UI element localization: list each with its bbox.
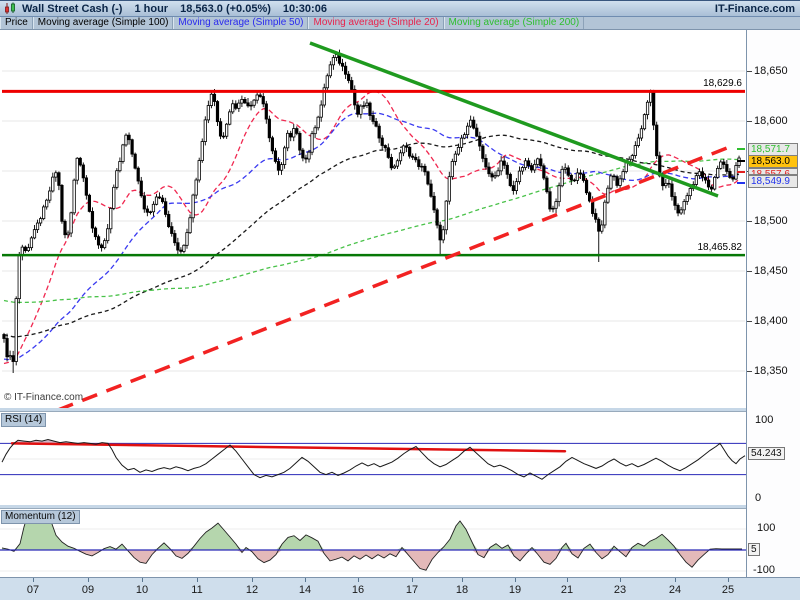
time-tick — [252, 578, 253, 582]
time-tick-label: 09 — [81, 584, 95, 596]
time-tick — [675, 578, 676, 582]
indicator-tab-bar: Price Moving average (Simple 100) Moving a… — [0, 17, 800, 30]
time-tick — [305, 578, 306, 582]
time-tick-label: 11 — [191, 584, 203, 596]
momentum-axis-top: 100 — [757, 522, 776, 534]
price-tick — [747, 371, 752, 372]
momentum-indicator-tab[interactable]: Momentum (12) — [1, 510, 80, 524]
momentum-chart[interactable] — [0, 509, 746, 577]
candlestick-icon — [5, 2, 15, 14]
resistance-price-label: 18,629.6 — [703, 78, 742, 89]
price-tick-label: 18,650 — [754, 65, 788, 77]
time-tick-label: 16 — [351, 584, 365, 596]
rsi-panel: RSI (14) — [0, 411, 746, 505]
time-tick — [462, 578, 463, 582]
time-tick-label: 07 — [26, 584, 40, 596]
time-tick — [142, 578, 143, 582]
time-tick — [620, 578, 621, 582]
brand-label: IT-Finance.com — [714, 2, 795, 15]
watermark: © IT-Finance.com — [4, 392, 84, 403]
time-tick-label: 12 — [245, 584, 259, 596]
tab-moving-average-simple-50[interactable]: Moving average (Simple 50) — [173, 17, 309, 29]
price-tick-label: 18,400 — [754, 315, 788, 327]
price-tick — [747, 271, 752, 272]
ma-price-label: 18,549.9 — [748, 175, 798, 188]
title-instrument: Wall Street Cash (-) — [22, 2, 123, 15]
time-tick — [412, 578, 413, 582]
momentum-value-box: 5 — [748, 543, 760, 556]
time-tick-label: 10 — [135, 584, 149, 596]
price-panel: 18,629.6 18,465.82 © IT-Finance.com — [0, 30, 746, 408]
title-bar: Wall Street Cash (-) 1 hour 18,563.0 (+0… — [0, 0, 800, 17]
title-timeframe: 1 hour — [134, 2, 169, 15]
rsi-indicator-tab[interactable]: RSI (14) — [1, 413, 47, 427]
time-tick-label: 18 — [455, 584, 469, 596]
time-tick — [728, 578, 729, 582]
time-tick-label: 23 — [613, 584, 627, 596]
price-tick — [747, 121, 752, 122]
rsi-axis-top: 100 — [755, 414, 774, 426]
title-time: 10:30:06 — [282, 2, 327, 15]
rsi-axis-bottom: 0 — [755, 492, 762, 504]
price-tick-label: 18,500 — [754, 215, 788, 227]
time-tick — [515, 578, 516, 582]
time-tick — [88, 578, 89, 582]
support-price-label: 18,465.82 — [697, 242, 743, 253]
tab-moving-average-simple-200[interactable]: Moving average (Simple 200) — [443, 17, 585, 29]
time-tick-label: 14 — [298, 584, 312, 596]
price-axis-column: 100 0 54.243 100 -100 5 18,650 18,600 18,5… — [746, 30, 800, 577]
time-axis: 07 09 10 11 12 14 16 17 18 19 21 23 24 25 — [0, 577, 800, 600]
title-price: 18,563.0 (+0.05%) — [180, 2, 271, 15]
time-tick-label: 21 — [560, 584, 574, 596]
price-chart[interactable] — [0, 30, 746, 408]
price-tick — [747, 221, 752, 222]
time-tick-label: 17 — [405, 584, 419, 596]
tab-price[interactable]: Price — [0, 17, 33, 29]
time-tick — [33, 578, 34, 582]
tab-moving-average-simple-100[interactable]: Moving average (Simple 100) — [32, 17, 174, 29]
price-tick-label: 18,450 — [754, 265, 788, 277]
tab-moving-average-simple-20[interactable]: Moving average (Simple 20) — [308, 17, 444, 29]
rsi-value-box: 54.243 — [748, 447, 785, 460]
time-tick — [567, 578, 568, 582]
time-tick — [197, 578, 198, 582]
time-tick-label: 25 — [721, 584, 735, 596]
time-tick — [358, 578, 359, 582]
panel-separator — [0, 505, 800, 508]
ma-price-label: 18,563.0 — [748, 155, 798, 168]
price-tick-label: 18,350 — [754, 365, 788, 377]
price-tick-label: 18,600 — [754, 115, 788, 127]
time-tick-label: 19 — [508, 584, 522, 596]
price-tick — [747, 71, 752, 72]
rsi-chart[interactable] — [0, 412, 746, 505]
ma-price-label: 18,557.6 — [748, 168, 798, 175]
panel-separator — [0, 408, 800, 411]
time-tick-label: 24 — [668, 584, 682, 596]
price-tick — [747, 321, 752, 322]
momentum-axis-bottom: -100 — [753, 564, 776, 576]
momentum-panel: Momentum (12) — [0, 508, 746, 577]
